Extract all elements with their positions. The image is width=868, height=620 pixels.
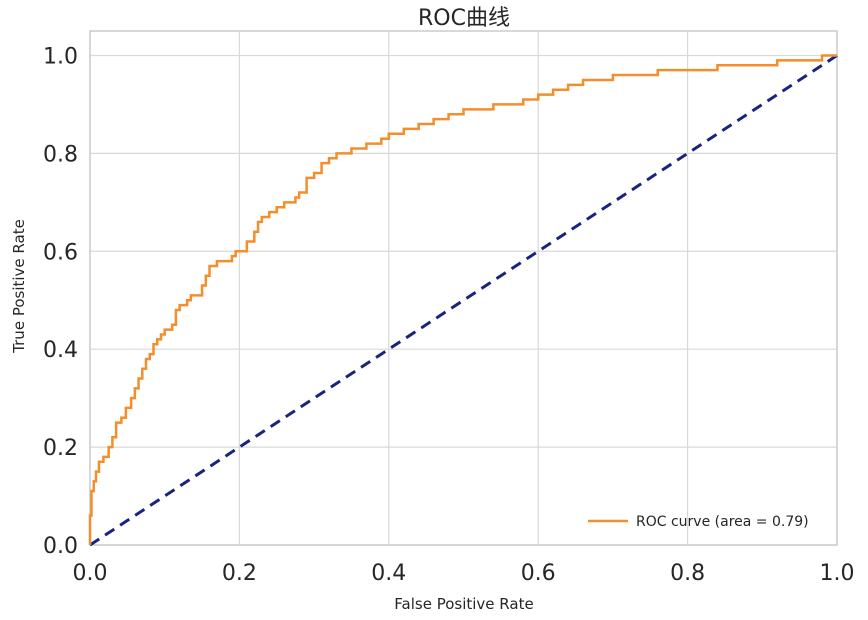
x-tick-label: 0.2 bbox=[222, 561, 257, 586]
chart-title: ROC曲线 bbox=[418, 6, 510, 31]
x-tick-label: 0.4 bbox=[371, 561, 406, 586]
y-axis-label: True Positive Rate bbox=[10, 219, 28, 354]
y-tick-label: 0.2 bbox=[43, 436, 78, 461]
y-tick-label: 0.4 bbox=[43, 338, 78, 363]
diagonal-reference-line bbox=[89, 54, 838, 547]
tick-labels: 0.0 0.2 0.4 0.6 0.8 1.0 0.0 0.2 0.4 0.6 0.8 1.0 bbox=[43, 44, 855, 586]
legend-label: ROC curve (area = 0.79) bbox=[636, 514, 809, 530]
x-tick-label: 0.6 bbox=[521, 561, 556, 586]
legend: ROC curve (area = 0.79) bbox=[588, 514, 809, 530]
x-axis-label: False Positive Rate bbox=[394, 595, 533, 613]
y-tick-label: 0.0 bbox=[43, 534, 78, 559]
series-layer bbox=[88, 54, 838, 547]
roc-curve-line bbox=[88, 54, 837, 545]
x-tick-label: 0.0 bbox=[73, 561, 108, 586]
y-tick-label: 1.0 bbox=[43, 44, 78, 69]
x-tick-label: 0.8 bbox=[670, 561, 705, 586]
x-tick-label: 1.0 bbox=[820, 561, 855, 586]
y-tick-label: 0.8 bbox=[43, 142, 78, 167]
plot-frame bbox=[89, 30, 838, 546]
y-tick-label: 0.6 bbox=[43, 240, 78, 265]
